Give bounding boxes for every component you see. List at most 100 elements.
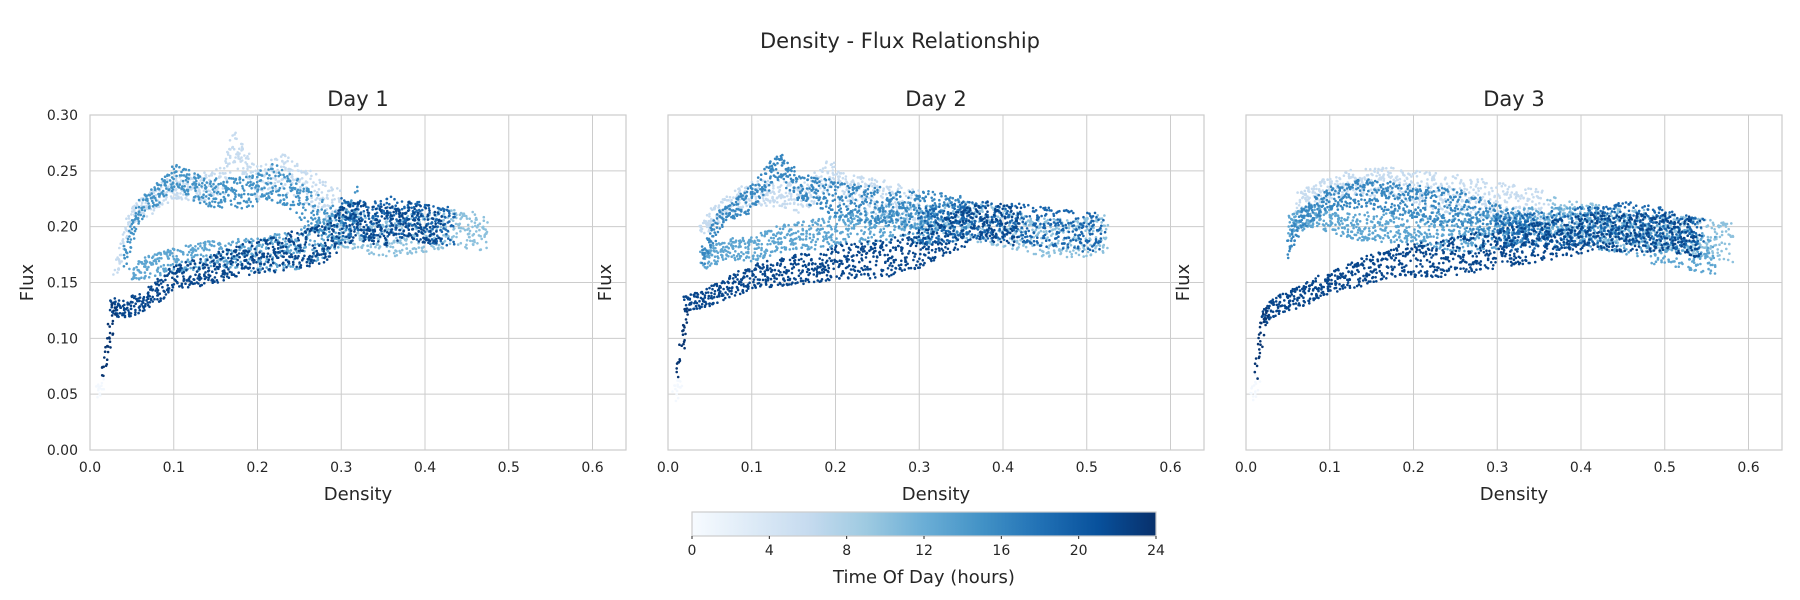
data-point (348, 203, 352, 206)
data-point (415, 238, 419, 241)
data-point (295, 179, 299, 182)
data-point (853, 217, 856, 220)
data-point (774, 234, 778, 238)
data-point (413, 247, 416, 250)
data-point (805, 235, 808, 238)
data-point (418, 209, 422, 213)
data-point (206, 263, 209, 267)
data-point (218, 166, 222, 170)
data-point (198, 189, 201, 192)
data-point (795, 223, 799, 227)
data-point (174, 196, 177, 200)
data-point (316, 191, 319, 194)
data-point (180, 197, 184, 201)
data-point (427, 204, 430, 207)
data-point (822, 219, 825, 222)
data-point (385, 254, 388, 258)
data-point (219, 182, 223, 185)
data-point (744, 246, 747, 249)
data-point (122, 299, 125, 303)
data-point (147, 202, 150, 205)
data-point (1049, 225, 1052, 229)
data-point (760, 246, 763, 250)
data-point (828, 176, 831, 179)
data-point (831, 166, 834, 169)
data-point (883, 179, 886, 182)
data-point (409, 234, 413, 237)
data-point (292, 263, 295, 266)
data-point (412, 211, 416, 215)
data-point (175, 194, 178, 197)
data-point (864, 225, 867, 229)
data-point (180, 266, 183, 270)
data-point (765, 249, 769, 252)
data-point (433, 240, 437, 243)
data-point (368, 252, 371, 256)
data-point (803, 243, 806, 247)
data-point (132, 237, 136, 240)
data-point (1082, 246, 1085, 249)
data-point (129, 304, 133, 308)
data-point (294, 254, 297, 258)
data-point (366, 211, 370, 214)
data-point (784, 191, 788, 195)
data-point (182, 253, 185, 256)
data-point (135, 265, 138, 269)
data-point (823, 237, 826, 241)
data-point (875, 180, 879, 183)
data-point (802, 220, 805, 224)
data-point (330, 243, 334, 247)
data-point (134, 206, 138, 210)
data-point (134, 302, 137, 306)
data-point (216, 255, 219, 259)
data-point (413, 218, 417, 222)
data-point (209, 182, 212, 185)
data-point (396, 239, 399, 242)
data-point (338, 216, 341, 220)
data-point (281, 159, 284, 163)
data-point (821, 167, 825, 170)
data-point (1095, 244, 1098, 248)
data-point (226, 250, 230, 254)
data-point (349, 229, 353, 233)
data-point (166, 201, 170, 204)
data-point (203, 244, 206, 248)
data-point (882, 187, 885, 190)
data-point (330, 201, 334, 204)
data-point (159, 282, 163, 285)
data-point (244, 156, 248, 160)
data-point (309, 191, 313, 194)
data-point (260, 193, 264, 196)
data-point (1099, 217, 1102, 221)
data-point (755, 247, 758, 250)
data-point (284, 166, 287, 170)
data-point (772, 184, 775, 188)
data-point (328, 230, 331, 234)
data-point (158, 195, 161, 198)
data-point (144, 274, 147, 278)
data-point (299, 264, 303, 267)
data-point (1077, 253, 1081, 257)
data-point (707, 254, 711, 258)
data-point (436, 234, 439, 237)
data-point (203, 281, 206, 285)
data-point (237, 193, 241, 196)
data-point (338, 208, 342, 212)
data-point (393, 197, 396, 201)
data-point (169, 263, 172, 267)
data-point (717, 206, 720, 209)
data-point (731, 247, 735, 250)
data-point (189, 275, 192, 278)
data-point (284, 258, 288, 262)
data-point (234, 193, 237, 196)
data-point (154, 283, 158, 286)
data-point (331, 204, 335, 208)
data-point (731, 240, 735, 244)
data-point (878, 230, 882, 234)
data-point (146, 301, 150, 304)
data-point (289, 235, 293, 238)
data-point (300, 218, 303, 221)
data-point (352, 236, 355, 239)
data-point (1096, 214, 1099, 217)
data-point (307, 189, 310, 193)
